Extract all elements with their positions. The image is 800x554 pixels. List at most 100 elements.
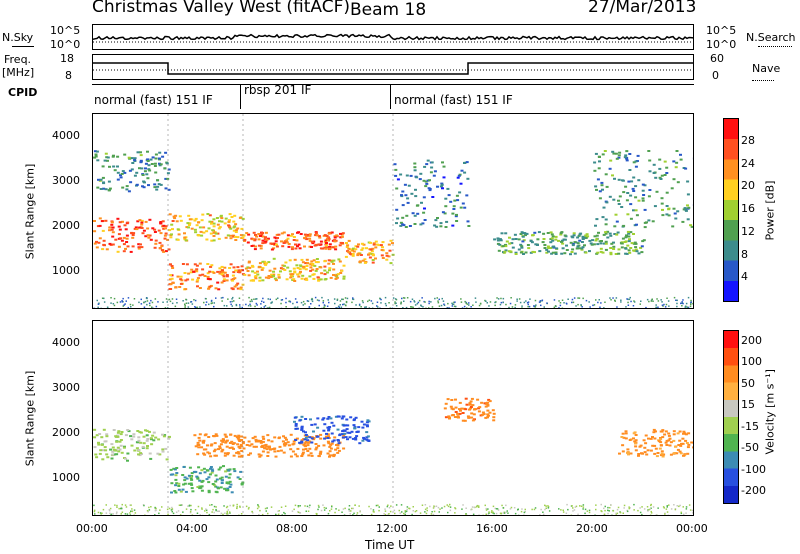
power-pixel bbox=[598, 197, 602, 200]
power-clutter-pixel bbox=[205, 298, 207, 300]
velocity-pixel bbox=[326, 452, 330, 455]
power-pixel bbox=[95, 150, 99, 153]
power-pixel bbox=[672, 160, 676, 163]
power-pixel bbox=[286, 266, 290, 269]
velocity-pixel bbox=[122, 446, 126, 449]
power-pixel bbox=[273, 236, 277, 239]
power-clutter-pixel bbox=[203, 301, 205, 304]
velocity-clutter-pixel bbox=[171, 506, 173, 509]
power-pixel bbox=[154, 157, 158, 160]
power-pixel bbox=[139, 243, 142, 246]
power-pixel bbox=[291, 273, 295, 276]
velocity-pixel bbox=[138, 431, 142, 434]
power-clutter-pixel bbox=[339, 304, 341, 306]
power-pixel bbox=[459, 182, 463, 185]
power-clutter-pixel bbox=[352, 297, 354, 299]
power-clutter-pixel bbox=[629, 296, 631, 299]
power-pixel bbox=[576, 236, 580, 239]
power-pixel bbox=[542, 232, 546, 235]
velocity-clutter-pixel bbox=[370, 513, 373, 516]
power-pixel bbox=[499, 239, 503, 242]
power-clutter-pixel bbox=[438, 305, 441, 307]
power-pixel bbox=[118, 221, 122, 224]
velocity-clutter-pixel bbox=[505, 511, 507, 513]
power-clutter-pixel bbox=[665, 303, 668, 306]
velocity-pixel bbox=[148, 452, 152, 455]
power-pixel bbox=[194, 217, 198, 220]
power-plot bbox=[93, 114, 696, 310]
power-pixel bbox=[326, 239, 330, 242]
power-pixel bbox=[314, 231, 318, 234]
power-pixel bbox=[167, 168, 171, 171]
power-pixel bbox=[123, 171, 127, 174]
power-pixel bbox=[329, 276, 333, 279]
power-pixel bbox=[399, 224, 403, 227]
velocity-clutter-pixel bbox=[308, 506, 311, 509]
velocity-pixel bbox=[362, 423, 366, 426]
power-pixel bbox=[565, 244, 568, 247]
power-pixel bbox=[212, 218, 216, 221]
power-clutter-pixel bbox=[479, 303, 482, 305]
power-pixel bbox=[233, 225, 237, 228]
power-pixel bbox=[229, 227, 233, 230]
power-clutter-pixel bbox=[538, 301, 541, 303]
power-clutter-pixel bbox=[256, 304, 258, 306]
power-pixel bbox=[595, 188, 598, 191]
velocity-clutter-pixel bbox=[534, 507, 537, 509]
power-pixel bbox=[169, 263, 172, 266]
velocity-pixel bbox=[93, 428, 97, 431]
power-pixel bbox=[134, 226, 138, 229]
power-clutter-pixel bbox=[559, 302, 562, 304]
velocity-pixel bbox=[352, 424, 356, 427]
power-pixel bbox=[239, 234, 243, 237]
power-clutter-pixel bbox=[394, 298, 397, 300]
velocity-pixel bbox=[317, 444, 321, 447]
power-pixel bbox=[170, 277, 174, 280]
power-pixel bbox=[98, 224, 102, 227]
power-pixel bbox=[536, 238, 540, 241]
velocity-pixel bbox=[163, 434, 167, 437]
power-pixel bbox=[665, 213, 669, 216]
velocity-pixel bbox=[651, 444, 655, 447]
velocity-pixel bbox=[145, 447, 149, 450]
cpid-segment-2: rbsp 201 IF bbox=[244, 83, 312, 97]
power-pixel bbox=[428, 189, 432, 192]
power-pixel bbox=[595, 238, 599, 241]
velocity-clutter-pixel bbox=[404, 511, 407, 513]
power-clutter-pixel bbox=[345, 300, 348, 303]
power-pixel bbox=[661, 208, 664, 211]
velocity-pixel bbox=[471, 404, 475, 407]
power-clutter-pixel bbox=[245, 303, 247, 306]
power-pixel bbox=[549, 231, 553, 234]
velocity-clutter-pixel bbox=[168, 507, 171, 510]
velocity-pixel bbox=[660, 452, 664, 455]
velocity-pixel bbox=[212, 435, 216, 438]
power-pixel bbox=[328, 246, 332, 248]
power-pixel bbox=[303, 233, 307, 236]
power-pixel bbox=[116, 217, 120, 220]
velocity-pixel bbox=[189, 482, 193, 485]
power-pixel bbox=[347, 247, 351, 250]
power-pixel bbox=[517, 238, 521, 241]
velocity-pixel bbox=[634, 449, 638, 452]
power-pixel bbox=[618, 151, 622, 154]
power-pixel bbox=[200, 234, 204, 237]
velocity-pixel bbox=[449, 405, 453, 408]
velocity-pixel bbox=[101, 449, 105, 452]
velocity-pixel bbox=[238, 447, 242, 450]
velocity-pixel bbox=[194, 445, 198, 448]
velocity-pixel bbox=[105, 433, 109, 436]
power-pixel bbox=[454, 215, 458, 218]
velocity-pixel bbox=[162, 435, 166, 438]
power-pixel bbox=[600, 181, 604, 184]
power-pixel bbox=[602, 242, 606, 245]
freq-plot bbox=[93, 62, 693, 75]
velocity-pixel bbox=[624, 432, 628, 435]
power-pixel bbox=[332, 262, 335, 265]
power-clutter-pixel bbox=[666, 297, 668, 299]
velocity-clutter-pixel bbox=[236, 505, 238, 508]
power-pixel bbox=[209, 265, 213, 268]
power-pixel bbox=[301, 274, 305, 277]
velocity-pixel bbox=[322, 444, 326, 447]
power-clutter-pixel bbox=[604, 301, 606, 303]
